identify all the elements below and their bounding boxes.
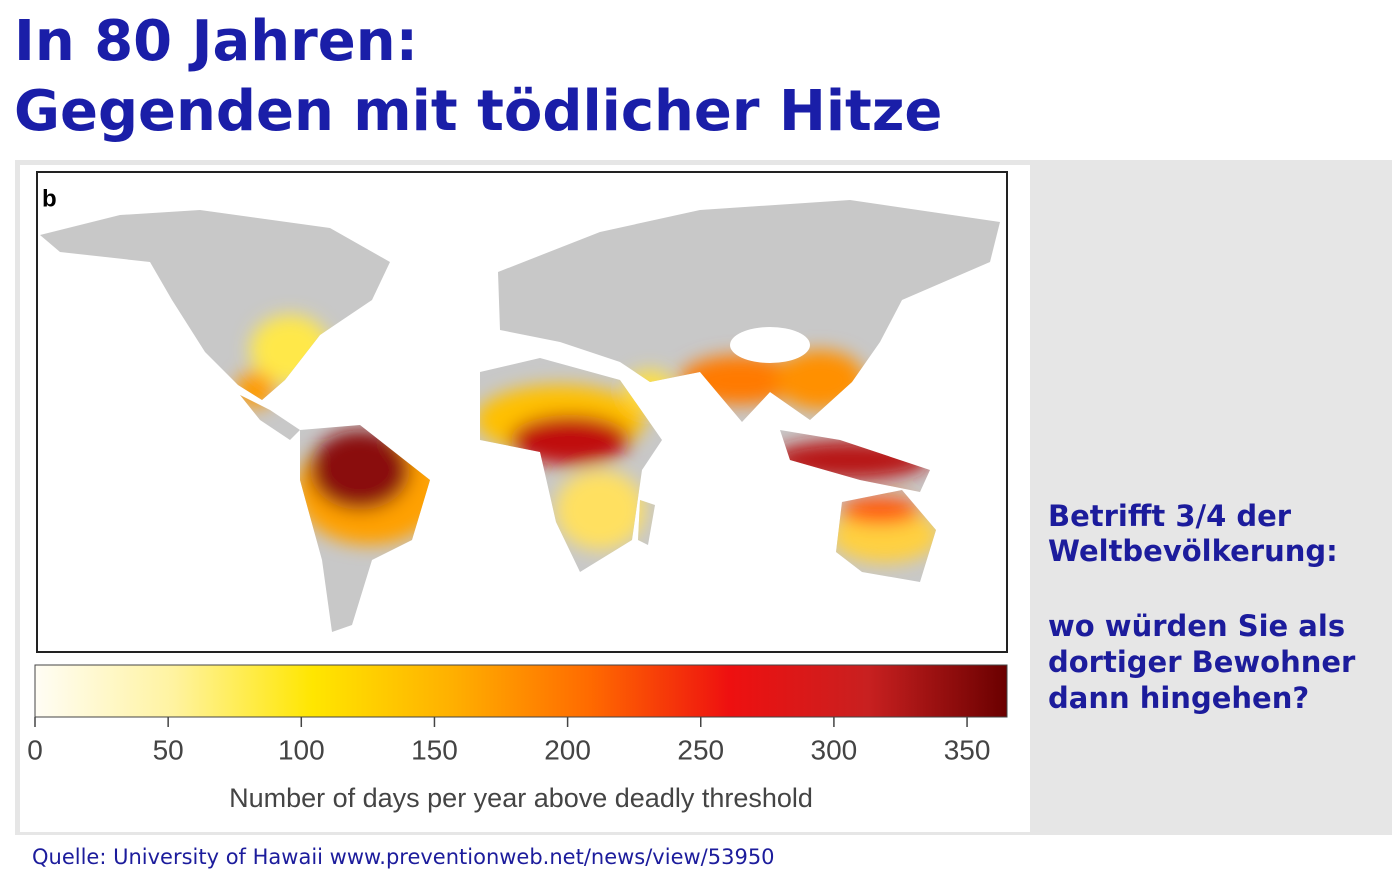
- side-text: Betrifft 3/4 der: [1048, 499, 1292, 533]
- side-text: dann hingehen?: [1048, 681, 1309, 715]
- colorbar-tick-label: 200: [544, 734, 591, 765]
- colorbar: [34, 664, 1008, 718]
- colorbar-tick-label: 350: [944, 734, 991, 765]
- colorbar-tick-label: 300: [811, 734, 858, 765]
- panel-label: b: [42, 185, 57, 212]
- colorbar-tick-label: 150: [411, 734, 458, 765]
- colorbar-tick-label: 100: [278, 734, 325, 765]
- source: Quelle: University of Hawaii www.prevent…: [32, 845, 775, 869]
- title-line: Gegenden mit tödlicher Hitze: [14, 79, 942, 144]
- side-text: dortiger Bewohner: [1048, 645, 1356, 679]
- snow-region: [730, 327, 810, 363]
- colorbar-label: Number of days per year above deadly thr…: [229, 783, 813, 813]
- colorbar-tick-label: 50: [153, 734, 184, 765]
- side-text: wo würden Sie als: [1048, 609, 1345, 643]
- title-line: In 80 Jahren:: [14, 9, 418, 74]
- side-text: Weltbevölkerung:: [1048, 534, 1338, 568]
- colorbar-tick-label: 250: [677, 734, 724, 765]
- colorbar-tick-label: 0: [27, 734, 43, 765]
